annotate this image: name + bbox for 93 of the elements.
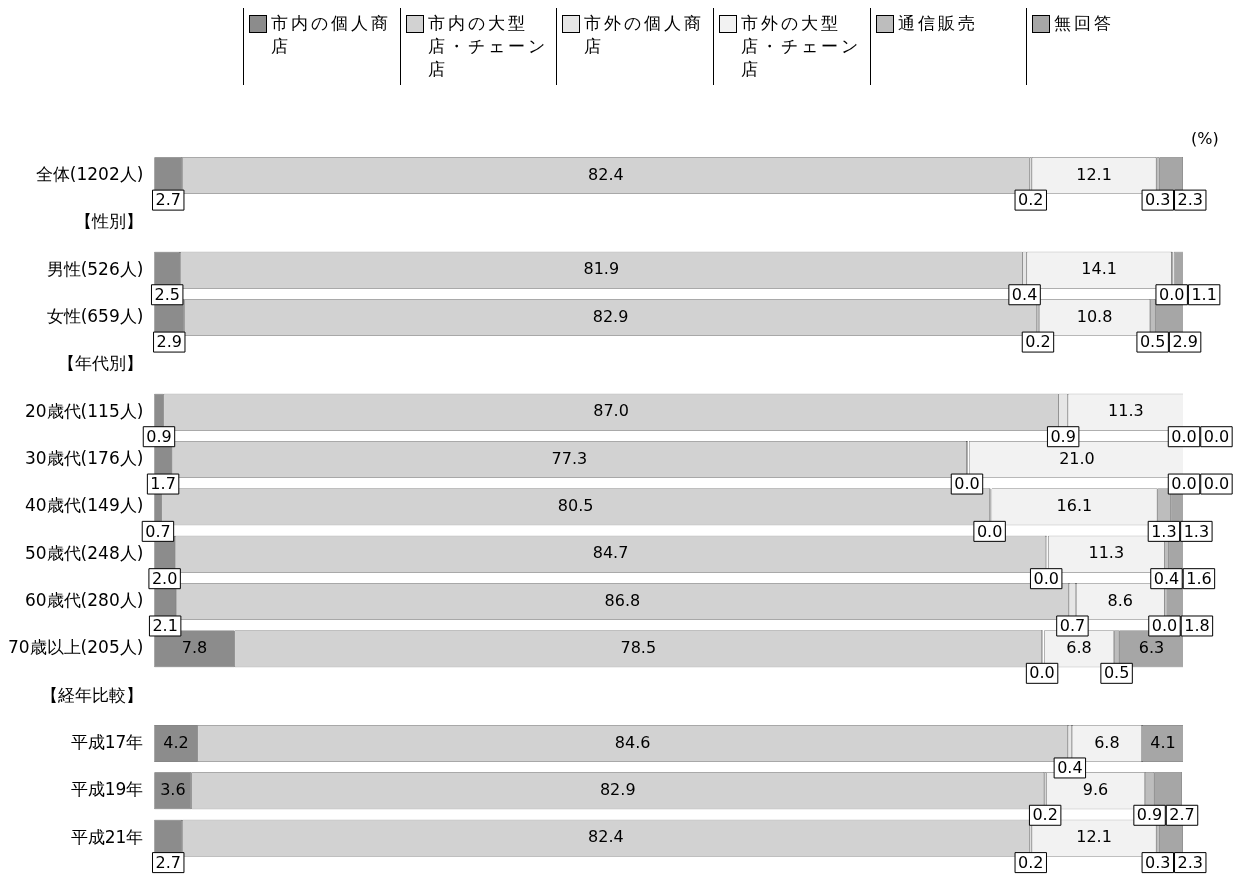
y-tick-label: 20歳代(115人) — [24, 400, 144, 421]
data-label: 1.6 — [1186, 568, 1212, 588]
data-label: 0.0 — [976, 521, 1003, 541]
y-tick-label: 女性(659人) — [46, 306, 144, 327]
data-label: 0.0 — [1151, 616, 1178, 636]
data-label: 86.8 — [604, 590, 641, 610]
data-label: 0.0 — [1203, 474, 1230, 494]
data-label: 0.5 — [1103, 663, 1130, 683]
text: (%) — [1191, 129, 1219, 149]
data-label: 82.9 — [592, 306, 629, 326]
legend-label: 市外の個人商店 — [584, 12, 706, 58]
data-label: 1.8 — [1184, 616, 1210, 636]
data-label: 11.3 — [1108, 401, 1144, 421]
data-label: 0.7 — [145, 521, 171, 541]
data-label: 2.5 — [154, 284, 180, 304]
y-tick-label: 【経年比較】 — [41, 684, 144, 705]
data-label: 78.5 — [620, 638, 657, 658]
data-label: 84.7 — [592, 543, 629, 563]
y-tick-label: 30歳代(176人) — [24, 448, 144, 468]
data-label: 21.0 — [1059, 448, 1095, 468]
data-label: 0.2 — [1018, 852, 1044, 872]
data-label: 1.3 — [1183, 521, 1210, 541]
data-label: 1.7 — [150, 474, 176, 494]
data-label: 1.3 — [1151, 521, 1177, 541]
data-label: 12.1 — [1076, 827, 1112, 847]
data-label: 6.3 — [1138, 638, 1165, 658]
data-label: 14.1 — [1081, 259, 1117, 279]
data-label: 82.4 — [588, 164, 624, 184]
y-tick-label: 70歳以上(205人) — [7, 637, 144, 658]
data-label: 10.8 — [1076, 306, 1113, 326]
data-label: 0.0 — [1203, 426, 1230, 446]
data-label: 2.7 — [1169, 805, 1195, 825]
data-label: 2.7 — [155, 190, 181, 210]
data-label: 0.7 — [1059, 616, 1086, 636]
y-tick-label: 【性別】 — [75, 211, 144, 232]
data-label: 16.1 — [1056, 496, 1093, 516]
data-label: 0.3 — [1145, 852, 1171, 872]
data-label: 3.6 — [160, 779, 186, 799]
data-label: 0.0 — [1158, 284, 1185, 304]
data-label: 81.9 — [583, 259, 620, 279]
data-label: 6.8 — [1094, 732, 1120, 752]
data-label: 77.3 — [551, 448, 588, 468]
legend-label: 通信販売 — [897, 12, 978, 35]
y-tick-label: 40歳代(149人) — [24, 495, 144, 516]
data-label: 0.2 — [1025, 332, 1051, 352]
data-label: 0.0 — [1171, 474, 1197, 494]
data-label: 84.6 — [614, 732, 651, 752]
data-label: 7.8 — [181, 638, 208, 658]
data-label: 11.3 — [1088, 543, 1125, 563]
data-label: 82.4 — [588, 827, 624, 847]
legend-label: 無回答 — [1054, 12, 1115, 35]
data-label: 0.9 — [146, 426, 172, 446]
data-label: 2.0 — [151, 568, 178, 588]
data-label: 4.2 — [163, 732, 189, 752]
legend-label: 市内の個人商店 — [271, 12, 392, 58]
data-label: 8.6 — [1107, 590, 1133, 610]
y-tick-label: 平成19年 — [70, 779, 144, 800]
data-label: 9.6 — [1082, 779, 1109, 799]
data-label: 1.1 — [1191, 284, 1217, 304]
data-label: 2.7 — [155, 852, 181, 872]
data-label: 0.4 — [1011, 284, 1038, 304]
data-label: 0.4 — [1057, 758, 1083, 778]
data-label: 12.1 — [1076, 164, 1112, 184]
data-label: 0.0 — [954, 474, 980, 494]
data-label: 0.0 — [1033, 568, 1059, 588]
data-label: 2.9 — [1172, 332, 1198, 352]
y-tick-label: 全体(1202人) — [35, 164, 144, 185]
data-label: 2.3 — [1177, 852, 1203, 872]
data-label: 2.9 — [156, 332, 182, 352]
data-label: 82.9 — [599, 779, 636, 799]
data-label: 0.2 — [1018, 190, 1044, 210]
y-tick-label: 【年代別】 — [58, 353, 144, 374]
legend-label: 市内の大型店・チェーン店 — [427, 12, 549, 81]
data-label: 2.1 — [152, 616, 178, 636]
y-tick-label: 平成17年 — [70, 731, 144, 752]
y-tick-label: 男性(526人) — [46, 258, 144, 279]
data-label: 80.5 — [557, 496, 594, 516]
data-label: 4.1 — [1150, 732, 1176, 752]
data-label: 6.8 — [1066, 638, 1092, 658]
data-label: 0.9 — [1050, 426, 1076, 446]
data-label: 0.2 — [1032, 805, 1058, 825]
data-label: 0.3 — [1145, 190, 1171, 210]
data-label: 0.0 — [1171, 426, 1197, 446]
data-label: 0.5 — [1139, 332, 1166, 352]
data-label: 0.4 — [1153, 568, 1180, 588]
y-tick-label: 60歳代(280人) — [24, 589, 144, 610]
y-tick-label: 50歳代(248人) — [24, 542, 144, 563]
legend-label: 市外の大型店・チェーン店 — [741, 12, 862, 81]
data-label: 0.0 — [1029, 663, 1055, 683]
y-tick-label: 平成21年 — [70, 826, 144, 847]
data-label: 87.0 — [593, 401, 629, 421]
data-label: 0.9 — [1136, 805, 1163, 825]
data-label: 2.3 — [1177, 190, 1203, 210]
